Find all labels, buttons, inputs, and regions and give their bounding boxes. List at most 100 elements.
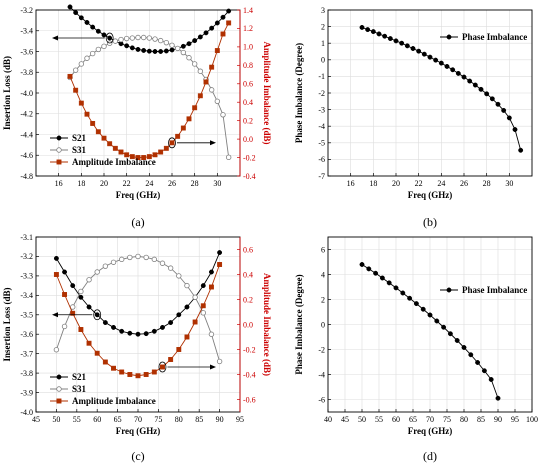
x-tick-label: 28 [483,179,491,188]
data-point [118,149,124,155]
data-point [373,270,379,276]
data-point [461,345,467,350]
data-point [135,46,141,52]
data-point [366,266,372,272]
x-tick-label: 40 [324,415,332,424]
y-tick-label: -4.8 [20,172,33,181]
data-point [176,347,182,352]
data-point [107,35,113,41]
annotation-ellipse [158,361,167,373]
data-point [169,140,175,146]
data-point [53,255,59,261]
data-point [175,133,181,139]
data-point [184,304,190,310]
x-tick-label: 70 [426,415,434,424]
data-point [84,55,90,61]
x-tick-label: 60 [93,415,101,424]
grid-lines [35,236,241,413]
data-point [67,73,73,79]
data-point [478,86,484,92]
series-phase-imbalance [359,262,501,401]
y2-tick-label: 0.0 [243,320,253,329]
data-point [143,372,149,377]
y-tick-label: -3.2 [20,6,33,15]
data-point [123,35,130,42]
x-tick-label: 95 [236,415,244,424]
data-point [135,373,141,379]
data-point [359,24,365,30]
data-point [107,141,113,147]
data-point [72,67,79,73]
data-point [209,25,215,31]
legend: S21 S31 Amplitude Imbalance [50,133,156,167]
data-point [214,48,220,54]
legend-label: S31 [72,145,87,155]
data-point [146,48,152,54]
data-point [78,100,84,106]
y-tick-label: -2 [318,345,325,354]
y-tick-label: 6 [321,245,325,254]
y-tick-label: 3 [321,6,325,15]
x-tick-label: 75 [154,415,162,424]
x-axis-label: Freq (GHz) [408,190,453,200]
legend: Phase Imbalance [440,32,527,42]
data-point [160,324,165,330]
data-point [152,49,158,54]
x-tick-label: 26 [168,179,176,188]
y-tick-label: 4 [321,270,325,279]
data-point [220,14,226,20]
data-point [90,24,96,30]
data-point [512,127,518,132]
x-tick-label: 90 [216,415,224,424]
data-point [184,334,190,340]
y2-tick-label: -0.4 [243,370,256,379]
data-point [400,290,406,296]
data-point [53,347,60,353]
data-point [73,10,79,16]
y2-tick-label: -0.2 [243,345,256,354]
data-point [127,372,133,377]
data-point [379,275,385,281]
y2-tick-label: 0.0 [243,135,253,144]
panel-caption: (c) [131,449,144,463]
data-point [163,145,169,151]
y-tick-label: 0 [321,320,325,329]
legend-label: S21 [72,372,87,382]
data-point [410,46,416,51]
y-tick-label: -6 [318,155,325,164]
x-tick-label: 16 [347,179,355,188]
data-point [416,48,422,54]
annotation-ellipse [105,32,114,44]
data-point [174,45,181,52]
y2-tick-label: 1.2 [243,24,253,33]
data-point [78,15,84,21]
data-point [444,63,450,69]
data-point [225,154,232,161]
data-point [101,32,107,38]
data-point [169,42,175,48]
x-axis-label: Freq (GHz) [116,426,161,436]
data-point [151,369,157,375]
y-tick-label: 0 [321,56,325,65]
data-point [454,338,460,343]
x-tick-label: 28 [191,179,199,188]
chart-panel-a: 16 18 20 22 24 26 28 30 -3.2 -3.4 -3.6 -3.8 -4.0 -4.2… [2,4,272,229]
y-axis-label: Phase Imbalance (Degree) [294,43,304,143]
y-tick-label: -3.6 [20,47,33,56]
data-point [197,93,203,99]
data-point [127,330,133,336]
data-point [495,101,501,107]
data-point [61,323,68,330]
y-tick-label: -6 [318,395,325,404]
data-point [192,105,198,111]
data-point [434,318,440,324]
y-tick-label: -3.8 [20,68,33,77]
y-tick-label: -3.5 [20,311,33,320]
legend-label: S31 [72,384,87,394]
data-point [141,48,147,53]
x-tick-label: 20 [392,179,400,188]
legend-marker [446,287,452,293]
y-tick-label: -3 [318,105,325,114]
y-tick-label: -1 [318,72,325,81]
data-point [197,34,203,40]
